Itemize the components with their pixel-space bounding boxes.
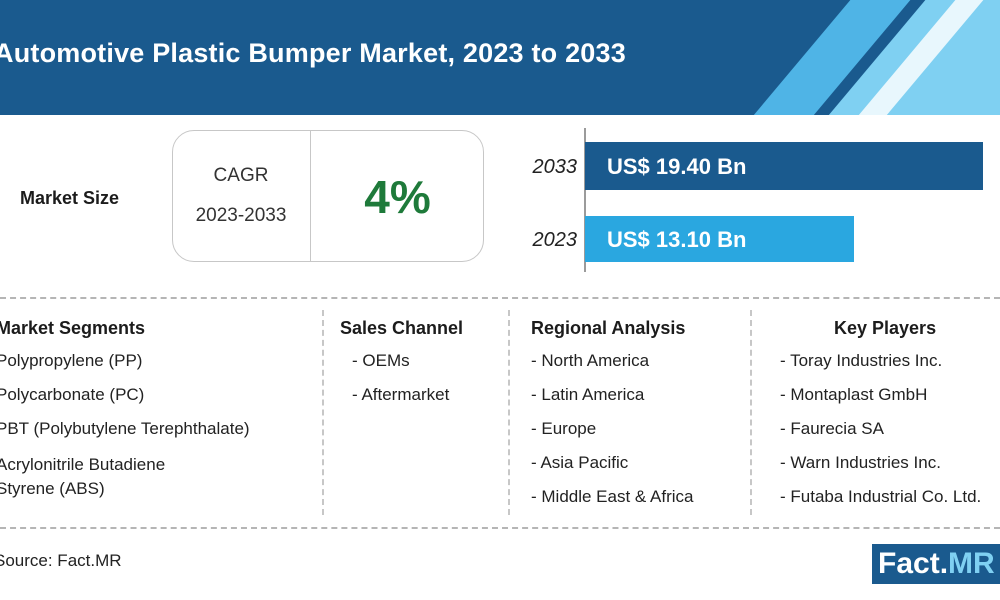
factmr-logo: Fact.MR — [872, 544, 1000, 584]
list-item: Polypropylene (PP) — [0, 351, 143, 370]
logo-dot: . — [939, 547, 949, 580]
column-title: Key Players — [834, 318, 937, 338]
header-banner: Automotive Plastic Bumper Market, 2023 t… — [0, 0, 1000, 115]
bar — [585, 216, 854, 262]
market-size-label: Market Size — [20, 188, 120, 208]
segments-column: Market Segments Polypropylene (PP) Polyc… — [0, 318, 250, 515]
category-label: 2033 — [532, 156, 578, 178]
logo-text: Fact — [878, 547, 940, 580]
list-item: - OEMs — [352, 351, 410, 370]
column-title: Regional Analysis — [531, 318, 686, 338]
cagr-divider — [310, 130, 311, 262]
regional-column: Regional Analysis - North America - Lati… — [531, 318, 694, 521]
list-item: - Futaba Industrial Co. Ltd. — [780, 487, 982, 506]
sales-channel-column: Sales Channel - OEMs - Aftermarket — [340, 318, 463, 419]
key-players-column: Key Players - Toray Industries Inc. - Mo… — [780, 318, 981, 521]
list-item: - Toray Industries Inc. — [780, 351, 943, 370]
cagr-box — [172, 130, 484, 262]
category-label: 2023 — [532, 229, 578, 251]
divider — [0, 297, 1000, 299]
list-item: Polycarbonate (PC) — [0, 385, 145, 404]
logo-suffix: MR — [948, 547, 995, 580]
cagr-period: 2023-2033 — [195, 205, 287, 226]
list-item: Acrylonitrile Butadiene Styrene (ABS) — [0, 455, 166, 498]
bar — [585, 142, 983, 190]
list-item: - Aftermarket — [352, 385, 450, 404]
cagr-label: CAGR — [213, 165, 269, 186]
divider — [0, 527, 1000, 529]
column-divider — [750, 310, 752, 515]
data-label: US$ 13.10 Bn — [607, 227, 746, 252]
list-item: - Faurecia SA — [780, 419, 884, 438]
list-item: - North America — [531, 351, 650, 370]
list-item: - Warn Industries Inc. — [780, 453, 941, 472]
cagr-value: 4% — [364, 171, 431, 223]
list-item: - Middle East & Africa — [531, 487, 694, 506]
column-divider — [322, 310, 324, 515]
column-divider — [508, 310, 510, 515]
list-item: - Asia Pacific — [531, 453, 629, 472]
source-text: Source: Fact.MR — [0, 551, 122, 570]
data-label: US$ 19.40 Bn — [607, 154, 746, 179]
page-title: Automotive Plastic Bumper Market, 2023 t… — [0, 38, 626, 68]
list-item: - Montaplast GmbH — [780, 385, 928, 404]
column-title: Sales Channel — [340, 318, 464, 338]
list-item: PBT (Polybutylene Terephthalate) — [0, 419, 250, 438]
column-title: Market Segments — [0, 318, 146, 338]
list-item: - Latin America — [531, 385, 645, 404]
market-value-chart: 2033 US$ 19.40 Bn 2023 US$ 13.10 Bn — [532, 128, 983, 272]
list-item: - Europe — [531, 419, 597, 438]
